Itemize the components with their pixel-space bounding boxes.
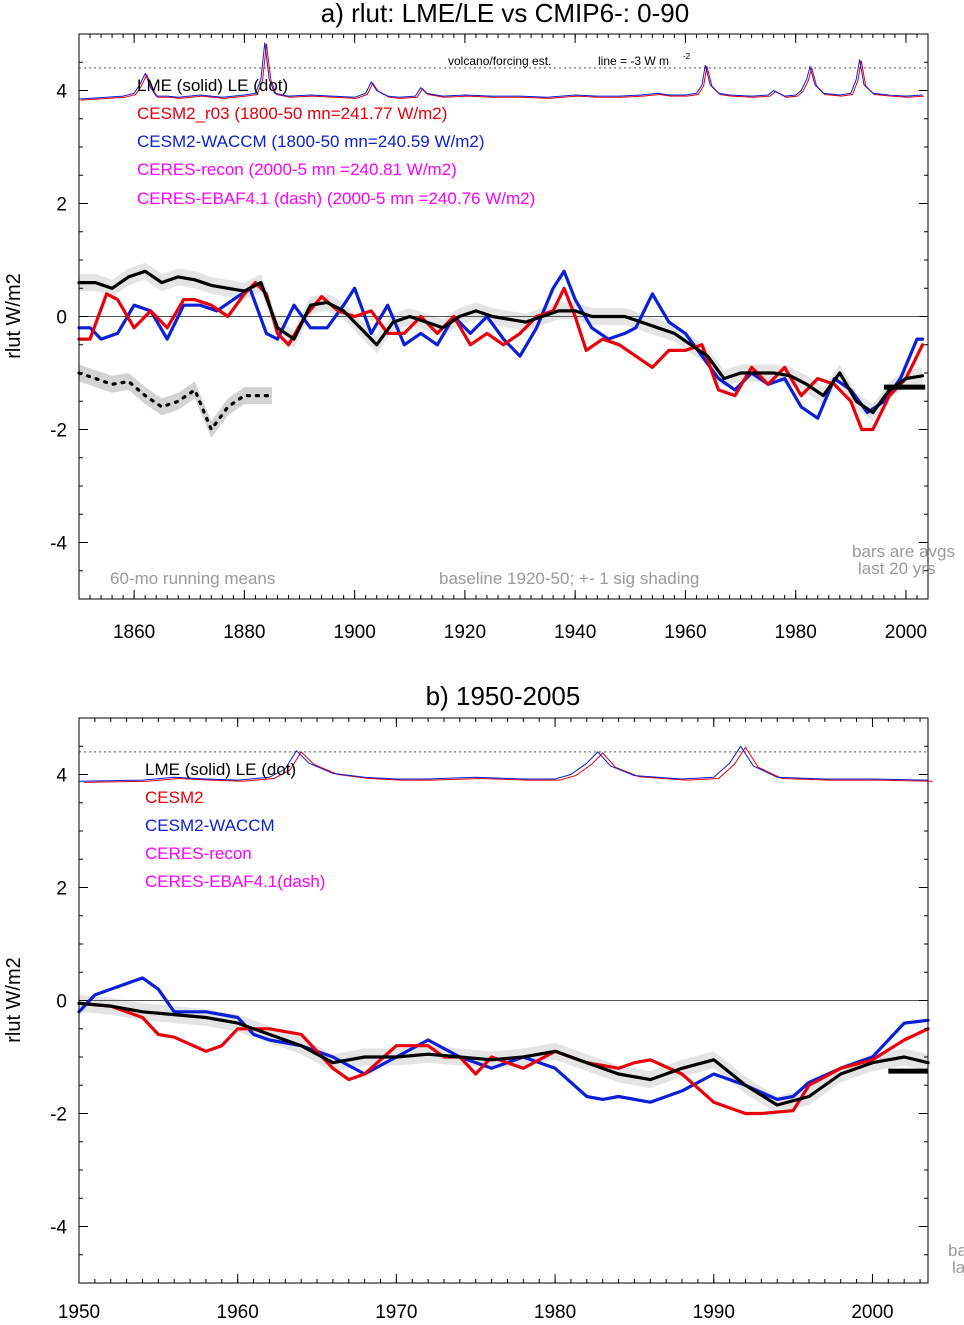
legend-entry: CESM2_r03 (1800-50 mn=241.77 W/m2) — [137, 104, 447, 123]
volcano-trace-blue — [78, 42, 923, 100]
series-line-le-dot — [77, 371, 274, 432]
x-tick-label: 1880 — [223, 622, 265, 643]
legend-entry: CESM2-WACCM — [145, 816, 275, 835]
volcano-trace-red — [80, 43, 925, 101]
y-tick-label: 0 — [56, 308, 67, 329]
y-tick-label: 4 — [56, 766, 67, 787]
panel-a-volcano-forcing — [78, 42, 925, 101]
y-tick-label: 2 — [56, 195, 67, 216]
x-tick-label: 1950 — [58, 1302, 100, 1323]
panel-b-series — [77, 976, 930, 1116]
legend-entry: LME (solid) LE (dot) — [137, 76, 288, 95]
legend-entry: LME (solid) LE (dot) — [145, 760, 296, 779]
x-tick-label: 1900 — [334, 622, 376, 643]
lme-shading-band — [79, 262, 923, 421]
volcano-trace-blue — [78, 745, 929, 782]
x-tick-label: 1980 — [534, 1302, 576, 1323]
panel-b-legend: LME (solid) LE (dot) CESM2 CESM2-WACCM CERE… — [145, 760, 325, 891]
y-tick-label: -2 — [50, 1105, 67, 1126]
y-tick-label: 4 — [56, 82, 67, 103]
legend-entry: CERES-recon (2000-5 mn =240.81 W/m2) — [137, 160, 457, 179]
panel-a-legend: LME (solid) LE (dot) CESM2_r03 (1800-50 m… — [137, 76, 535, 208]
x-tick-label: 1940 — [554, 622, 596, 643]
series-line-cesm2 — [77, 1001, 930, 1116]
series-line-cesm2-waccm — [77, 269, 925, 420]
panel-b-bars-note-1: ba — [948, 1241, 964, 1260]
panel-b-bars-note-2: la — [952, 1258, 964, 1277]
panel-a-line-note-superscript: -2 — [683, 52, 691, 61]
x-tick-label: 1970 — [375, 1302, 417, 1323]
panel-a-line-note: line = -3 W m — [598, 54, 669, 68]
legend-entry: CERES-EBAF4.1 (dash) (2000-5 mn =240.76 … — [137, 189, 535, 208]
series-line-lme-solid — [77, 1001, 930, 1107]
panel-b-volcano-forcing — [78, 745, 933, 783]
series-line-lme-solid — [77, 269, 925, 415]
panel-a: a) rlut: LME/LE vs CMIP6-: 0-90 rlut W/m… — [3, 0, 955, 643]
panel-a-title: a) rlut: LME/LE vs CMIP6-: 0-90 — [321, 0, 689, 28]
y-tick-label: 2 — [56, 879, 67, 900]
y-tick-label: -4 — [50, 534, 67, 555]
legend-entry: CESM2-WACCM (1800-50 mn=240.59 W/m2) — [137, 132, 485, 151]
panel-a-baseline-note: baseline 1920-50; +- 1 sig shading — [439, 569, 699, 588]
panel-a-running-mean-note: 60-mo running means — [110, 569, 275, 588]
y-tick-label: -2 — [50, 421, 67, 442]
panel-a-volcano-note: volcano/forcing est. — [448, 54, 551, 68]
series-line-cesm2-waccm — [77, 976, 930, 1104]
panel-b: b) 1950-2005 rlut W/m2 4 2 0 -2 -4 1950 1960 19… — [3, 681, 964, 1323]
legend-entry: CERES-recon — [145, 844, 252, 863]
series-line-cesm2-r03 — [77, 281, 925, 432]
panel-b-ylabel: rlut W/m2 — [3, 957, 25, 1043]
panel-b-title: b) 1950-2005 — [426, 681, 581, 711]
volcano-trace-red — [83, 746, 933, 783]
lme-shading-band — [79, 994, 928, 1114]
x-tick-label: 2000 — [851, 1302, 893, 1323]
panel-a-axes: 4 2 0 -2 -4 1860 1880 1900 1920 1940 1960 1980 2000 — [50, 33, 929, 643]
y-tick-label: -4 — [50, 1218, 67, 1239]
panel-a-series — [77, 269, 925, 432]
legend-entry: CERES-EBAF4.1(dash) — [145, 872, 325, 891]
y-tick-label: 0 — [56, 992, 67, 1013]
x-tick-label: 1980 — [775, 622, 817, 643]
x-tick-label: 1960 — [664, 622, 706, 643]
panel-b-axes: 4 2 0 -2 -4 1950 1960 1970 1980 1990 2000 — [50, 717, 929, 1323]
panel-a-ylabel: rlut W/m2 — [3, 273, 25, 359]
x-tick-label: 1960 — [217, 1302, 259, 1323]
panel-b-uncertainty-shading — [79, 994, 928, 1114]
legend-entry: CESM2 — [145, 788, 204, 807]
x-tick-label: 1990 — [693, 1302, 735, 1323]
panel-a-bars-note-2: last 20 yrs — [858, 559, 935, 578]
x-tick-label: 1920 — [444, 622, 486, 643]
x-tick-label: 1860 — [113, 622, 155, 643]
x-tick-label: 2000 — [885, 622, 927, 643]
panel-a-bars-note-1: bars are avgs — [852, 542, 955, 561]
